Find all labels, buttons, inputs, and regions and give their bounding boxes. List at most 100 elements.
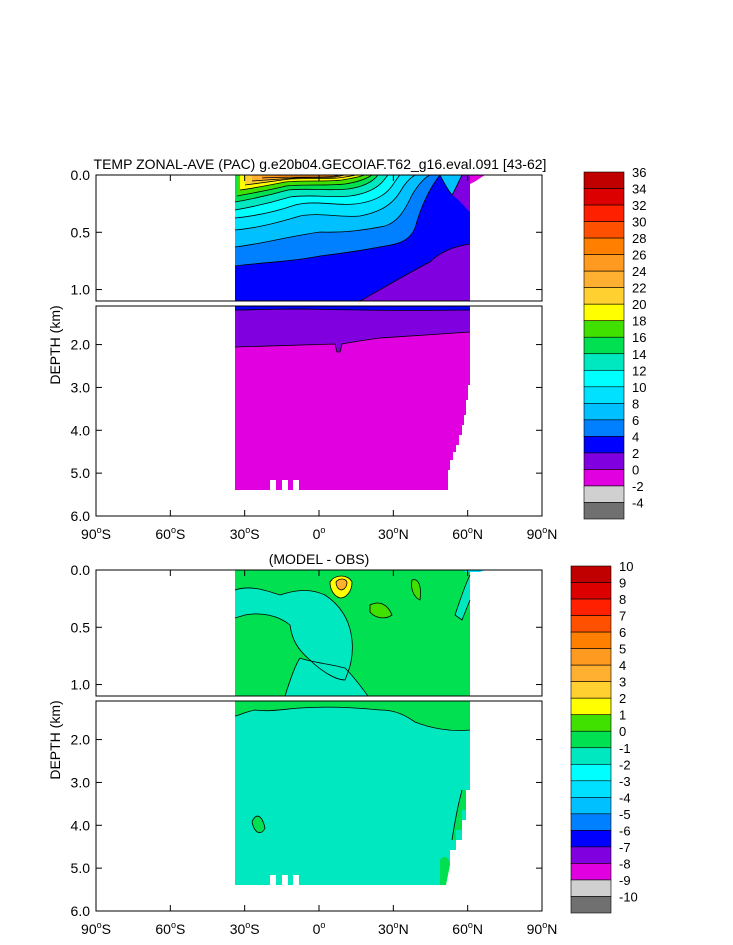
colorbar-swatch xyxy=(570,863,612,881)
colorbar-swatch xyxy=(570,830,612,848)
x-tick-label: 60oN xyxy=(452,920,483,937)
colorbar-swatch xyxy=(583,419,625,437)
colorbar-swatch xyxy=(570,846,612,864)
colorbar-label: 24 xyxy=(632,264,646,279)
colorbar-swatch xyxy=(583,287,625,305)
colorbar-swatch xyxy=(583,386,625,404)
colorbar-label: -8 xyxy=(619,856,631,871)
y-tick-label: 1.0 xyxy=(71,282,91,298)
colorbar-swatch xyxy=(583,369,625,388)
panel1-title: TEMP ZONAL-AVE (PAC) g.e20b04.GECOIAF.T6… xyxy=(94,156,547,172)
colorbar-label: -4 xyxy=(632,495,644,510)
x-tick-label: 30oN xyxy=(378,920,409,937)
colorbar-swatch xyxy=(570,582,612,600)
colorbar-swatch xyxy=(570,615,612,633)
colorbar-swatch xyxy=(583,353,625,371)
panel2-colorbar: 10 98 76 54 32 10 -1-2 -3-4 -5-6 -7-8 -9-10 xyxy=(570,559,638,914)
colorbar-label: -10 xyxy=(619,889,638,904)
colorbar-label: 32 xyxy=(632,198,646,213)
panel2-x-ticks: 90oS 60oS 30oS 0o 30oN 60oN 90oN xyxy=(81,570,557,937)
panel2-title: (MODEL - OBS) xyxy=(269,551,370,567)
colorbar-label: 7 xyxy=(619,609,626,624)
colorbar-label: 5 xyxy=(619,642,626,657)
colorbar-label: 1 xyxy=(619,708,626,723)
x-tick-label: 30oS xyxy=(230,920,260,937)
colorbar-swatch xyxy=(583,452,625,470)
y-tick-label: 6.0 xyxy=(71,903,91,919)
colorbar-swatch xyxy=(583,171,625,189)
y-tick-label: 3.0 xyxy=(71,379,91,395)
colorbar-swatch xyxy=(583,188,625,206)
panel1-lower-field xyxy=(234,306,471,490)
y-tick-label: 5.0 xyxy=(71,465,91,481)
colorbar-swatch xyxy=(583,436,625,454)
colorbar-swatch xyxy=(570,681,612,699)
colorbar-label: 6 xyxy=(619,625,626,640)
colorbar-label: 4 xyxy=(619,658,626,673)
colorbar-label: -2 xyxy=(619,757,631,772)
colorbar-swatch xyxy=(583,403,625,421)
x-tick-label: 90oS xyxy=(81,920,111,937)
y-tick-label: 4.0 xyxy=(71,422,91,438)
panel2-y-ticks: 0.0 0.5 1.0 2.0 3.0 4.0 5.0 6.0 xyxy=(71,562,542,919)
colorbar-label: -6 xyxy=(619,823,631,838)
colorbar-swatch xyxy=(583,204,625,222)
colorbar-swatch xyxy=(570,879,612,897)
colorbar-label: -2 xyxy=(632,479,644,494)
y-tick-label: 2.0 xyxy=(71,732,91,748)
colorbar-swatch xyxy=(570,565,612,583)
colorbar-label: 2 xyxy=(632,446,639,461)
colorbar-label: 0 xyxy=(632,462,639,477)
colorbar-swatch xyxy=(570,648,612,666)
colorbar-label: 28 xyxy=(632,231,646,246)
panel1-x-ticks: 90oS 60oS 30oS 0o 30oN 60oN 90oN xyxy=(81,175,557,542)
colorbar-swatch xyxy=(583,502,625,520)
x-tick-label: 30oN xyxy=(378,525,409,542)
colorbar-label: 26 xyxy=(632,248,646,263)
panel2-upper-field xyxy=(234,570,485,696)
y-tick-label: 1.0 xyxy=(71,677,91,693)
y-tick-label: 2.0 xyxy=(71,337,91,353)
colorbar-label: 9 xyxy=(619,576,626,591)
colorbar-swatch xyxy=(583,254,625,272)
colorbar-label: 30 xyxy=(632,215,646,230)
colorbar-swatch xyxy=(570,896,612,914)
panel2-ylabel: DEPTH (km) xyxy=(47,700,63,779)
x-tick-label: 0o xyxy=(313,920,326,937)
colorbar-swatch xyxy=(570,631,612,649)
x-tick-label: 90oS xyxy=(81,525,111,542)
colorbar-label: 2 xyxy=(619,691,626,706)
colorbar-label: 12 xyxy=(632,363,646,378)
colorbar-label: 4 xyxy=(632,429,639,444)
colorbar-label: 8 xyxy=(632,396,639,411)
colorbar-label: 6 xyxy=(632,413,639,428)
colorbar-label: 20 xyxy=(632,297,646,312)
colorbar-swatch xyxy=(583,237,625,255)
x-tick-label: 60oN xyxy=(452,525,483,542)
colorbar-swatch xyxy=(570,797,612,815)
colorbar-swatch xyxy=(583,303,625,322)
colorbar-label: -3 xyxy=(619,774,631,789)
x-tick-label: 0o xyxy=(313,525,326,542)
colorbar-label: -1 xyxy=(619,741,631,756)
colorbar-label: 34 xyxy=(632,182,646,197)
colorbar-swatch xyxy=(570,664,612,682)
y-tick-label: 0.5 xyxy=(71,224,91,240)
colorbar-swatch xyxy=(583,336,625,355)
colorbar-swatch xyxy=(583,270,625,288)
colorbar-swatch xyxy=(570,813,612,831)
colorbar-label: -9 xyxy=(619,873,631,888)
colorbar-label: 10 xyxy=(619,559,633,574)
colorbar-label: 8 xyxy=(619,592,626,607)
panel1-y-ticks: 0.0 0.5 1.0 2.0 3.0 4.0 5.0 6.0 xyxy=(71,167,542,524)
x-tick-label: 60oS xyxy=(155,525,185,542)
colorbar-swatch xyxy=(583,485,625,503)
colorbar-swatch xyxy=(583,221,625,239)
colorbar-swatch xyxy=(570,780,612,798)
x-tick-label: 30oS xyxy=(230,525,260,542)
colorbar-swatch xyxy=(570,697,612,716)
panel2-lower-field xyxy=(234,701,471,885)
colorbar-swatch xyxy=(570,598,612,616)
